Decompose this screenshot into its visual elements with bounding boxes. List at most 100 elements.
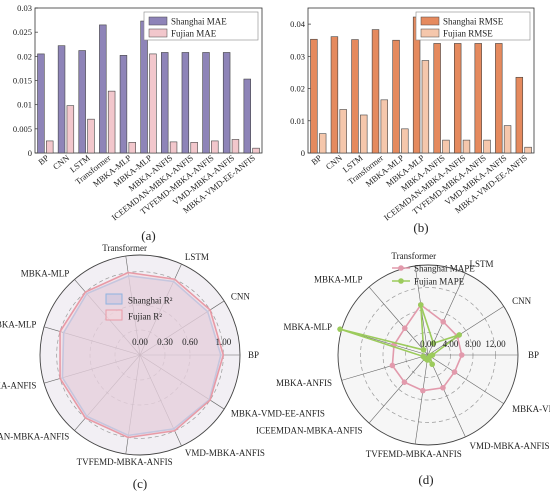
- radial-tick-label: 4.00: [443, 339, 459, 349]
- bar-fujian: [231, 139, 240, 154]
- radial-tick-label: 8.00: [465, 339, 481, 349]
- plot-frame: [307, 7, 535, 154]
- radar-spoke: [368, 354, 429, 424]
- bar-fujian: [360, 114, 368, 154]
- bar-shanghai: [371, 29, 380, 154]
- bar-shanghai: [140, 20, 148, 154]
- axis-label: ICEEMDAN-MBKA-ANFIS: [0, 432, 69, 442]
- legend-marker: [398, 278, 404, 284]
- axis-label: CNN: [231, 292, 251, 302]
- bar-shanghai: [202, 52, 210, 154]
- legend-label: Shanghai R²: [128, 296, 173, 306]
- bar-fujian: [169, 141, 178, 154]
- radar-chart-3: 0.00 0.30 0.60 1.00 BP CNN LSTM Transformer MBKA…: [0, 243, 325, 491]
- panel-label: (c): [133, 476, 147, 491]
- x-tick-label: BP: [309, 153, 324, 167]
- legend-label: Shanghai RMSE: [443, 17, 504, 27]
- axis-label: TVFEMD-MBKA-ANFIS: [77, 457, 173, 467]
- legend-label: Shanghai MAE: [171, 17, 227, 27]
- bar-fujian: [401, 128, 409, 154]
- radar-point: [440, 384, 446, 391]
- radar-point: [458, 352, 465, 358]
- bar-fujian: [380, 99, 388, 154]
- radar-chart-4: 0.00 4.00 8.00 12.00 BP CNN LSTM Transformer MBK…: [256, 251, 550, 487]
- bar-fujian: [128, 142, 136, 154]
- axis-label: TVFEMD-MBKA-ANFIS: [366, 449, 462, 459]
- radar-spoke: [341, 354, 429, 381]
- axis-label: MBKA-ANFIS: [0, 380, 36, 390]
- bar-shanghai: [392, 39, 400, 154]
- radar-point: [401, 325, 408, 332]
- radar-point: [417, 302, 424, 308]
- bar-shanghai: [495, 43, 503, 154]
- y-tick-label: 0.04: [290, 19, 306, 29]
- bar-fujian: [524, 146, 532, 154]
- legend-swatch: [105, 293, 123, 305]
- legend-swatch: [420, 28, 440, 38]
- bar-fujian: [483, 139, 491, 154]
- bar-shanghai: [351, 39, 359, 154]
- bar-fujian: [503, 125, 512, 154]
- radar-point: [429, 361, 436, 368]
- legend-label: Fujian MAE: [171, 29, 217, 39]
- axis-label: MBKA-MLP: [284, 322, 333, 332]
- radar-point: [420, 387, 426, 394]
- radar-spoke: [414, 354, 429, 445]
- radial-tick-label: 0.00: [420, 339, 436, 349]
- radar-point: [427, 353, 433, 360]
- bar-fujian: [87, 118, 95, 154]
- bar-shanghai: [222, 52, 231, 154]
- bar-fujian: [46, 140, 54, 154]
- radar-spoke: [427, 354, 466, 437]
- axis-label: MBKA-VMD-EE-ANFIS: [512, 404, 550, 414]
- bar-shanghai: [310, 38, 318, 154]
- axis-label: MBKA-MLP: [0, 320, 36, 330]
- panel-label: (b): [413, 220, 428, 235]
- radar-point: [420, 347, 427, 353]
- radar-series-shanghai: [391, 303, 463, 392]
- bar-fujian: [66, 105, 75, 154]
- axis-label: MBKA-VMD-EE-ANFIS: [231, 408, 325, 418]
- bar-fujian: [252, 147, 260, 154]
- axis-label: CNN: [512, 296, 532, 306]
- bar-shanghai: [433, 43, 441, 154]
- y-tick-label: 0.02: [290, 84, 305, 94]
- bar-fujian: [149, 53, 157, 154]
- y-tick-label: 0: [301, 148, 305, 158]
- bar-shanghai: [119, 55, 128, 154]
- y-tick-label: 0.02: [17, 51, 32, 61]
- y-tick-label: 0.01: [17, 100, 32, 110]
- bar-shanghai: [161, 52, 169, 154]
- radar-spoke: [427, 354, 504, 404]
- legend-swatch: [420, 16, 440, 26]
- bar-shanghai: [99, 24, 107, 154]
- bar-shanghai: [243, 78, 251, 154]
- legend-label: Fujian RMSE: [443, 29, 493, 39]
- axis-label: LSTM: [185, 252, 209, 262]
- radar-point: [337, 326, 343, 332]
- legend-label: Fujian MAPE: [414, 277, 465, 287]
- legend-swatch: [148, 16, 168, 26]
- radial-tick-label: 0.00: [132, 337, 148, 347]
- bar-fujian: [211, 140, 219, 154]
- axis-label: VMD-MBKA-ANFIS: [185, 448, 265, 458]
- legend-label: Shanghai MAPE: [414, 264, 475, 274]
- bar-fujian: [421, 60, 430, 154]
- bar-shanghai: [78, 50, 86, 154]
- axis-label: LSTM: [470, 259, 494, 269]
- legend-label: Fujian R²: [128, 312, 162, 322]
- radar-point: [440, 318, 446, 325]
- bar-shanghai: [57, 45, 66, 154]
- bar-fujian: [318, 133, 327, 154]
- bar-shanghai: [37, 53, 45, 154]
- axis-label: MBKA-MLP: [21, 268, 70, 278]
- bar-fujian: [442, 139, 450, 154]
- radial-tick-label: 0.60: [182, 337, 198, 347]
- x-tick-label: CNN: [51, 153, 71, 172]
- bar-shanghai: [330, 36, 339, 154]
- bar-fujian: [190, 142, 198, 154]
- radar-point: [389, 362, 396, 369]
